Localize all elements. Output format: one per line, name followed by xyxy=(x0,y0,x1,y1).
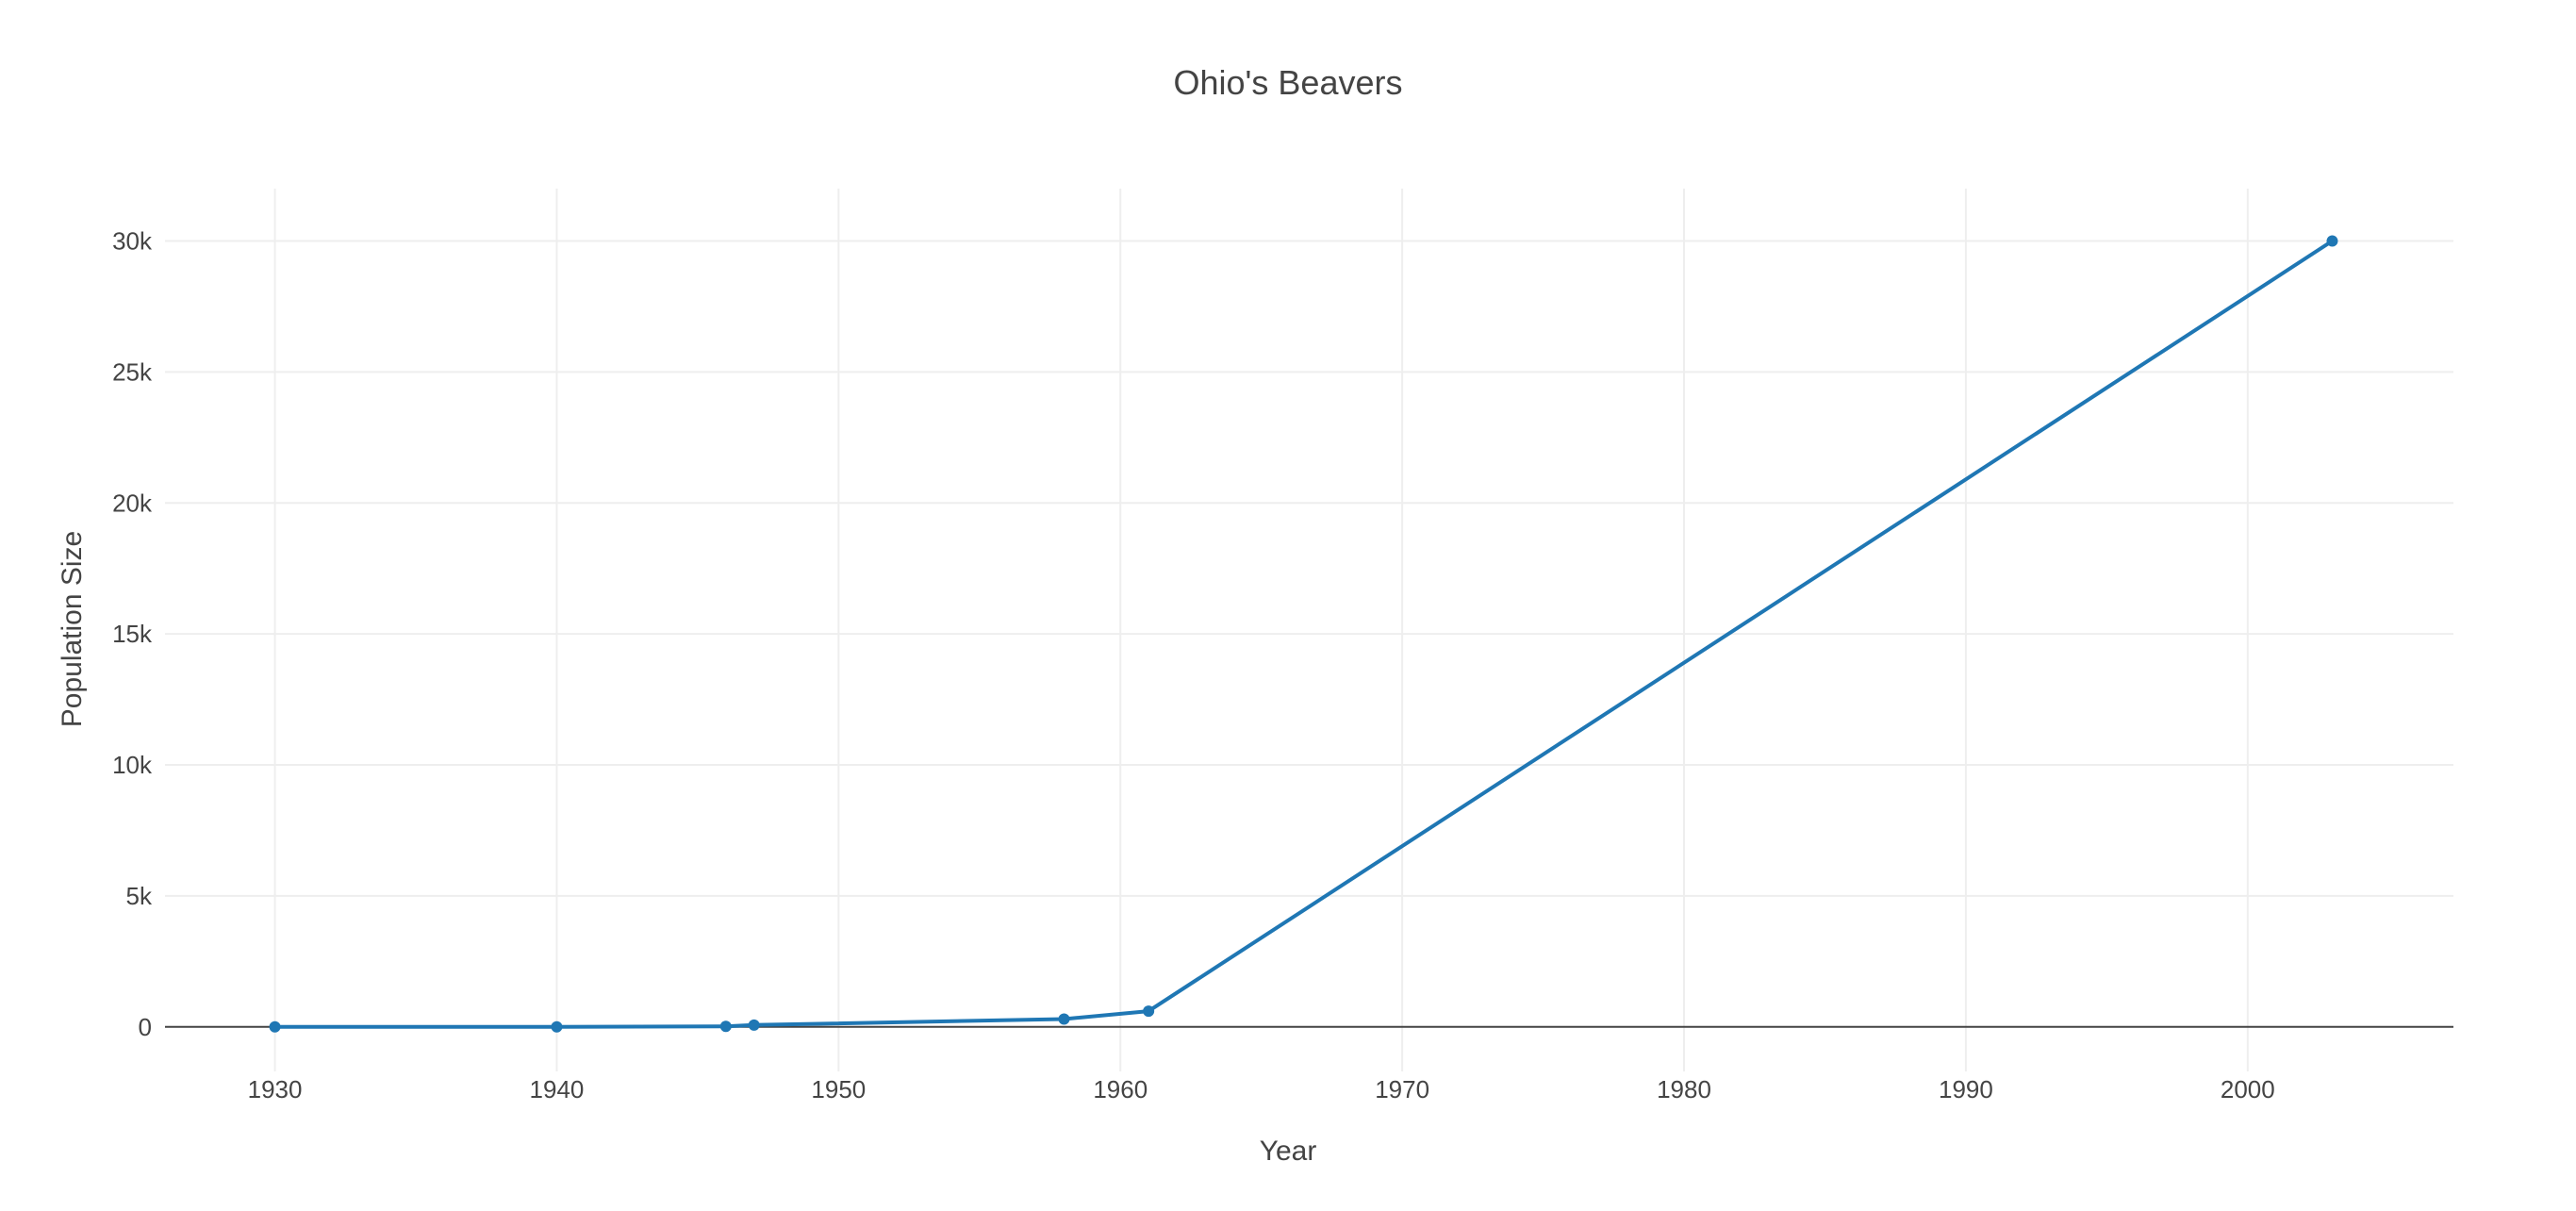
x-tick-label: 1980 xyxy=(1657,1075,1711,1103)
x-tick-label: 2000 xyxy=(2221,1075,2275,1103)
data-point[interactable] xyxy=(269,1020,281,1033)
y-tick-label: 15k xyxy=(112,620,153,648)
x-axis-title: Year xyxy=(1260,1136,1317,1167)
y-tick-label: 5k xyxy=(126,882,153,910)
chart-title: Ohio's Beavers xyxy=(1174,63,1403,102)
data-point[interactable] xyxy=(719,1020,732,1033)
y-tick-label: 30k xyxy=(112,227,153,256)
data-point[interactable] xyxy=(2326,235,2338,247)
x-tick-label: 1960 xyxy=(1093,1075,1148,1103)
x-tick-label: 1940 xyxy=(530,1075,585,1103)
x-tick-label: 1930 xyxy=(248,1075,303,1103)
y-tick-label: 25k xyxy=(112,357,153,386)
data-point[interactable] xyxy=(1143,1005,1155,1018)
data-point[interactable] xyxy=(551,1020,563,1033)
grid xyxy=(165,189,2453,1071)
x-tick-label: 1950 xyxy=(811,1075,866,1103)
data-point[interactable] xyxy=(1058,1013,1070,1025)
tick-labels: 1930 1940 1950 1960 1970 1980 1990 2000 0 5k 10k 15… xyxy=(112,227,2275,1103)
data-point[interactable] xyxy=(748,1019,760,1031)
series-group xyxy=(269,235,2338,1033)
y-tick-label: 20k xyxy=(112,489,153,517)
y-axis-title: Population Size xyxy=(57,531,88,727)
x-tick-label: 1990 xyxy=(1939,1075,1993,1103)
y-tick-label: 0 xyxy=(139,1013,152,1041)
x-tick-label: 1970 xyxy=(1375,1075,1429,1103)
y-tick-label: 10k xyxy=(112,751,153,779)
